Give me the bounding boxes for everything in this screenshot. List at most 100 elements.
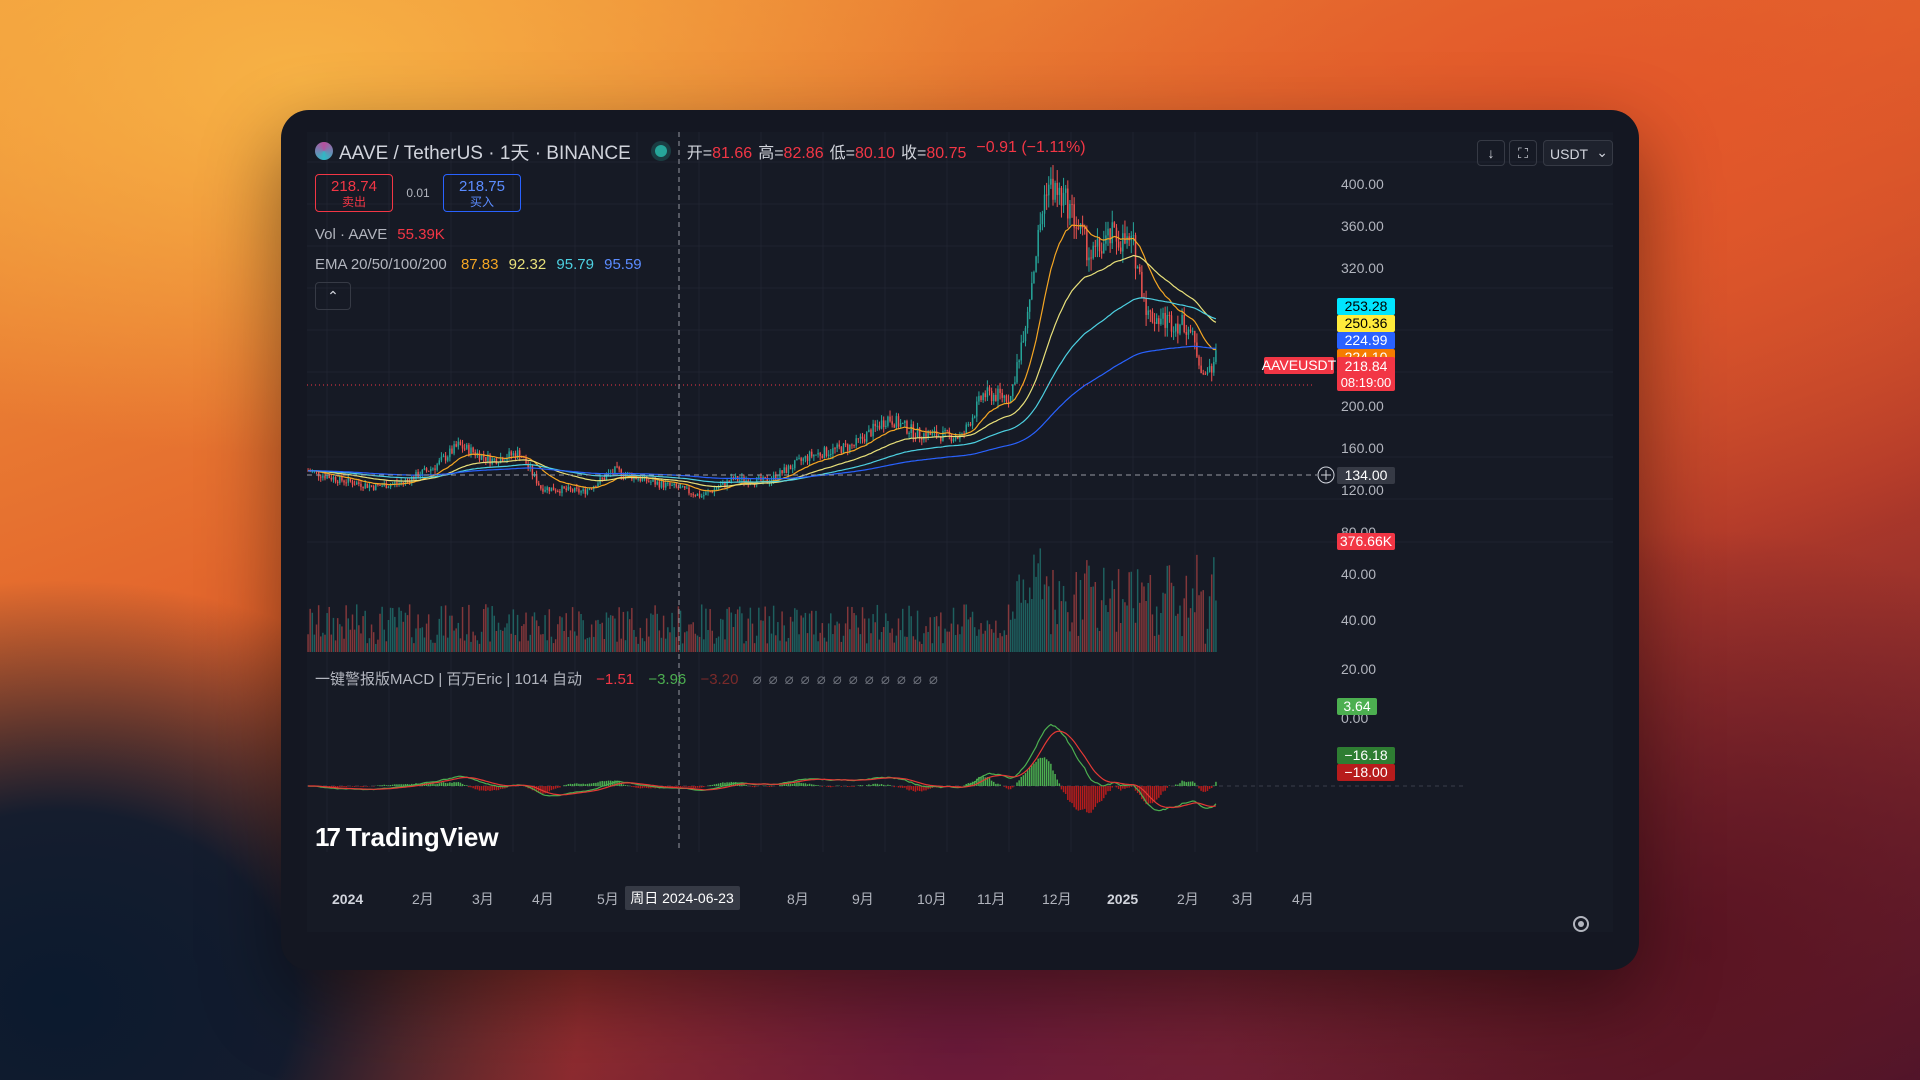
volume-bar [400, 610, 402, 652]
candle-body [1168, 314, 1171, 316]
macd-histogram-bar [476, 786, 479, 790]
candle-body [859, 436, 862, 439]
macd-histogram-bar [1009, 786, 1012, 790]
macd-histogram-bar [963, 785, 965, 786]
volume-bar [895, 635, 898, 652]
candle-body [360, 483, 362, 487]
macd-histogram-bar [1153, 786, 1156, 803]
volume-bar [554, 639, 557, 652]
candle-body [876, 425, 879, 427]
volume-bar [942, 643, 944, 652]
candle-body [622, 476, 625, 478]
macd-histogram-bar [1145, 786, 1147, 805]
volume-bar [1075, 572, 1078, 652]
macd-legend[interactable]: 一键警报版MACD | 百万Eric | 1014 自动 −1.51 −3.96… [315, 671, 945, 688]
macd-histogram-bar [899, 786, 902, 788]
macd-histogram-bar [1174, 784, 1177, 786]
volume-bar [969, 617, 972, 652]
ohlc-change: −0.91 (−1.11%) [976, 139, 1086, 156]
candle-body [480, 454, 483, 460]
volume-bar [1117, 569, 1120, 652]
volume-bar [320, 636, 322, 652]
download-icon[interactable]: ↓ [1477, 140, 1505, 166]
macd-histogram-bar [791, 784, 794, 786]
candle-body [618, 467, 620, 470]
ema-legend[interactable]: EMA 20/50/100/200 87.83 92.32 95.79 95.5… [315, 256, 642, 273]
volume-bar [681, 643, 684, 652]
volume-bar [1187, 617, 1190, 652]
ema50-line [308, 254, 1217, 488]
currency-select[interactable]: USDT ⌄ [1543, 140, 1613, 166]
candle-body [527, 463, 529, 468]
candle-body [1162, 312, 1164, 319]
volume-bar [385, 641, 388, 652]
candle-body [1164, 312, 1166, 328]
volume-bar [948, 631, 951, 652]
time-axis-label: 11月 [977, 891, 1006, 907]
candle-body [1181, 314, 1183, 325]
volume-bar [1215, 600, 1217, 652]
volume-bar [785, 641, 788, 652]
candle-body [557, 491, 559, 493]
macd-histogram-bar [745, 784, 747, 786]
fullscreen-icon[interactable]: ⛶ [1509, 140, 1537, 166]
volume-bar [694, 633, 697, 652]
volume-bar [739, 606, 741, 652]
settings-icon[interactable] [1573, 916, 1589, 932]
sell-button[interactable]: 218.74 卖出 [315, 174, 393, 212]
macd-histogram-bar [878, 784, 881, 786]
volume-bar [529, 634, 532, 652]
volume-bar [366, 643, 369, 652]
candle-body [1048, 184, 1050, 196]
candle-body [1024, 328, 1027, 342]
buy-button[interactable]: 218.75 买入 [443, 174, 521, 212]
volume-bar [360, 633, 362, 652]
volume-bar [1048, 586, 1050, 652]
macd-histogram-bar [396, 784, 398, 786]
volume-bar [872, 614, 874, 652]
candle-body [1149, 310, 1152, 312]
macd-histogram-bar [599, 781, 601, 786]
candle-body [1039, 224, 1042, 230]
candle-body [1196, 342, 1198, 357]
volume-bar [800, 615, 802, 652]
volume-bar [768, 616, 771, 652]
volume-legend[interactable]: Vol · AAVE 55.39K [315, 226, 445, 243]
volume-bar [1128, 572, 1130, 652]
candle-body [971, 417, 974, 426]
macd-line [308, 723, 1217, 812]
volume-bar [844, 623, 847, 652]
volume-bar [1039, 548, 1042, 652]
candle-body [1194, 331, 1196, 343]
volume-bar [810, 610, 813, 652]
macd-histogram-bar [779, 784, 781, 786]
macd-histogram-bar [620, 783, 623, 786]
volume-bar [734, 613, 737, 652]
volume-bar [1149, 574, 1152, 652]
candle-body [679, 487, 682, 489]
symbol-title[interactable]: AAVE / TetherUS · 1天 · BINANCE [339, 142, 631, 164]
collapse-legend-button[interactable]: ⌃ [315, 282, 351, 310]
volume-bar [315, 624, 318, 652]
candle-body [559, 491, 561, 494]
volume-bar [855, 615, 857, 652]
candle-body [487, 454, 489, 461]
volume-bar [571, 607, 574, 652]
macd-histogram-bar [686, 786, 688, 787]
chart-area[interactable]: 400.00 360.00 320.00 200.00 160.00 120.00 80.0… [307, 132, 1613, 932]
macd-histogram-bar [717, 783, 720, 786]
chart-canvas[interactable]: 400.00360.00320.00200.00160.00120.0080.0… [307, 132, 1613, 932]
volume-bar [334, 640, 337, 652]
candle-body [709, 491, 711, 493]
tradingview-logo[interactable]: 17 TradingView [315, 822, 499, 852]
macd-histogram-bar [1119, 786, 1122, 791]
macd-histogram-bar [787, 783, 790, 786]
macd-histogram-bar [451, 782, 453, 786]
candle-body [576, 487, 578, 489]
volume-bar [461, 607, 464, 652]
macd-histogram-bar [872, 783, 874, 786]
macd-histogram-bar [973, 781, 976, 786]
macd-histogram-bar [1187, 781, 1190, 786]
macd-histogram-bar [616, 780, 618, 786]
macd-histogram-bar [715, 783, 718, 786]
